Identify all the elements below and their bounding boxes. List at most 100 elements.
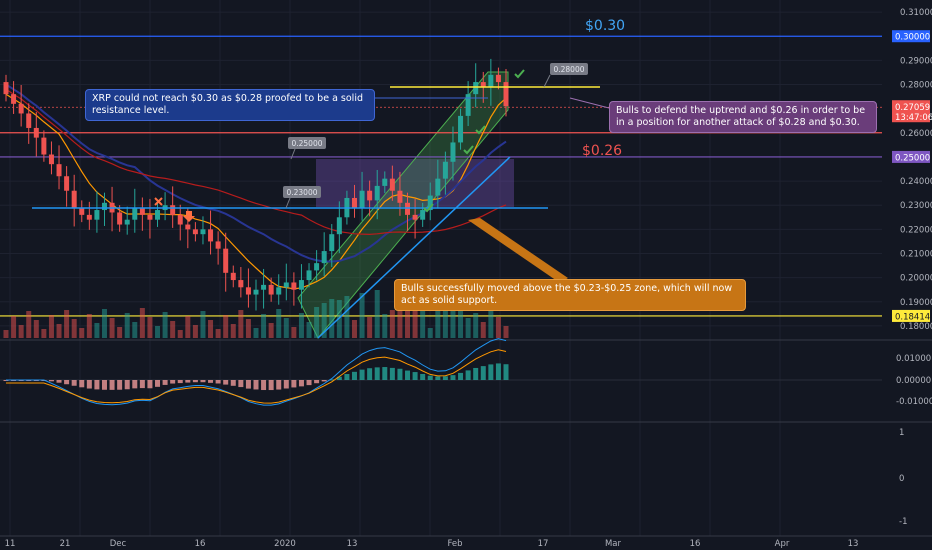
macd-tick-0: 0.01000 [896, 354, 931, 364]
last-price-countdown: 13:47:06 [895, 113, 932, 123]
macd-hist-38 [291, 380, 297, 388]
macd-hist-13 [101, 380, 107, 390]
macd-hist-50 [382, 367, 388, 380]
note-support: Bulls successfully moved above the $0.23… [394, 279, 746, 311]
candle-body-61 [465, 94, 471, 116]
volume-bar-6 [48, 315, 54, 338]
volume-bar-66 [503, 326, 509, 338]
candle-body-31 [238, 280, 244, 288]
y-tick-10: 0.18000 [900, 322, 932, 332]
macd-hist-32 [245, 380, 251, 389]
grid [0, 0, 932, 537]
volume-bar-30 [230, 324, 236, 338]
candle-body-7 [56, 164, 62, 177]
candle-body-48 [367, 190, 373, 201]
volume-bar-56 [427, 328, 433, 338]
macd-hist-37 [283, 380, 289, 389]
candle-body-46 [351, 197, 357, 208]
macd-hist-30 [230, 380, 236, 386]
volume-bar-54 [412, 308, 418, 338]
volume-bar-47 [359, 293, 365, 338]
callout-text-2: 0.23000 [286, 188, 317, 197]
candle-body-35 [268, 284, 274, 295]
check-icon-3 [423, 203, 434, 213]
x-tick-9: 16 [690, 539, 701, 549]
macd-hist-23 [177, 380, 183, 384]
candle-body-58 [442, 161, 448, 179]
volume-bar-21 [162, 312, 168, 338]
volume-bar-25 [192, 325, 198, 338]
macd-hist-62 [473, 367, 479, 380]
note-resistance: XRP could not reach $0.30 as $0.28 proof… [85, 89, 375, 121]
macd-hist-6 [48, 380, 54, 382]
volume-bar-2 [18, 325, 24, 338]
volume-bar-9 [71, 319, 77, 338]
y-tick-3: 0.26000 [900, 129, 932, 139]
y-tick-9: 0.19000 [900, 298, 932, 308]
volume-bar-62 [473, 313, 479, 338]
candle-body-22 [170, 205, 176, 215]
candle-body-32 [245, 287, 251, 295]
candle-body-42 [321, 251, 327, 264]
candle-body-28 [215, 241, 221, 249]
y-tick-6: 0.22000 [900, 225, 932, 235]
y-tick-8: 0.20000 [900, 274, 932, 284]
volume-bar-11 [86, 314, 92, 338]
macd-hist-20 [155, 380, 161, 387]
macd-hist-54 [412, 372, 418, 380]
volume-bar-18 [139, 308, 145, 338]
level-tag-bg-0 [892, 30, 930, 43]
macd-hist-14 [109, 380, 115, 390]
ma-fast [5, 93, 507, 290]
macd-hist-47 [359, 369, 365, 380]
last-price-bg [892, 100, 930, 123]
macd-hist-49 [374, 367, 380, 380]
volume-bar-12 [94, 323, 100, 338]
candle-body-19 [147, 214, 153, 220]
candle-body-13 [101, 202, 107, 211]
y-tick-5: 0.23000 [900, 201, 932, 211]
macd-hist-61 [465, 370, 471, 380]
volume-bar-58 [442, 297, 448, 338]
volume-bar-1 [11, 316, 17, 338]
candle-body-12 [94, 210, 100, 220]
level-tag-3: 0.18414 [895, 312, 930, 322]
candle-body-3 [26, 113, 32, 128]
x-tick-2: Dec [110, 539, 127, 549]
volume-bar-43 [329, 299, 335, 338]
volume-bar-65 [495, 317, 501, 338]
macd-hist-45 [344, 374, 350, 380]
macd-hist-11 [86, 380, 92, 389]
candle-body-54 [412, 214, 418, 220]
candle-body-47 [359, 190, 365, 208]
volume-bar-52 [397, 311, 403, 338]
volume-bar-37 [283, 318, 289, 338]
x-mark-icon [154, 197, 163, 206]
volume-bar-26 [200, 311, 206, 338]
macd-hist-35 [268, 380, 274, 391]
volume-bar-10 [79, 328, 85, 338]
volume-bar-31 [238, 310, 244, 338]
macd-hist-52 [397, 368, 403, 380]
x-tick-7: 17 [538, 539, 549, 549]
y-tick-4: 0.24000 [900, 177, 932, 187]
candle-body-15 [117, 212, 123, 225]
macd-hist-17 [132, 380, 138, 389]
macd-line [6, 338, 507, 406]
macd-hist-53 [405, 370, 411, 380]
x-tick-1: 21 [60, 539, 71, 549]
macd-hist-12 [94, 380, 100, 390]
macd-hist-57 [435, 376, 441, 380]
candle-body-66 [503, 82, 509, 107]
volume-bar-13 [101, 309, 107, 338]
candle-body-1 [11, 94, 17, 104]
trendline [317, 156, 511, 339]
candle-body-27 [208, 229, 214, 242]
candle-body-5 [41, 137, 47, 155]
callout-text-0: 0.28000 [553, 65, 584, 74]
macd-hist-66 [503, 364, 509, 380]
x-tick-4: 2020 [274, 539, 296, 549]
macd-hist-42 [321, 380, 327, 382]
macd-hist-43 [329, 379, 335, 381]
